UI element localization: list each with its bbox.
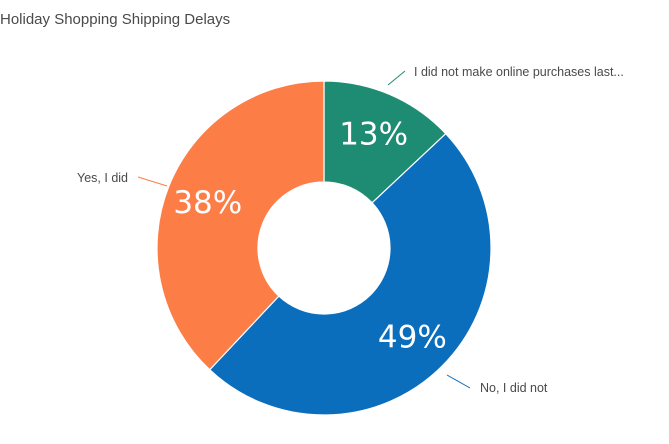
slices-layer <box>156 80 492 416</box>
slice-no-i-did-not[interactable] <box>208 132 492 416</box>
slice-percent-label: 13% <box>339 116 408 152</box>
callout-line <box>387 70 406 86</box>
chart-title: Holiday Shopping Shipping Delays <box>0 11 230 28</box>
slice-percent-label: 49% <box>378 319 447 355</box>
callout-line <box>446 374 471 389</box>
slice-yes-i-did[interactable] <box>156 80 325 371</box>
slice-category-label: Yes, I did <box>77 171 128 185</box>
slice-category-label: No, I did not <box>480 381 548 395</box>
slice-i-did-not-make-online-purchases-last[interactable] <box>323 80 447 204</box>
slice-percent-label: 38% <box>173 185 242 221</box>
callout-line <box>137 176 168 187</box>
labels-layer: 13% I did not make online purchases last.… <box>77 65 624 395</box>
slice-category-label: I did not make online purchases last... <box>414 65 624 79</box>
